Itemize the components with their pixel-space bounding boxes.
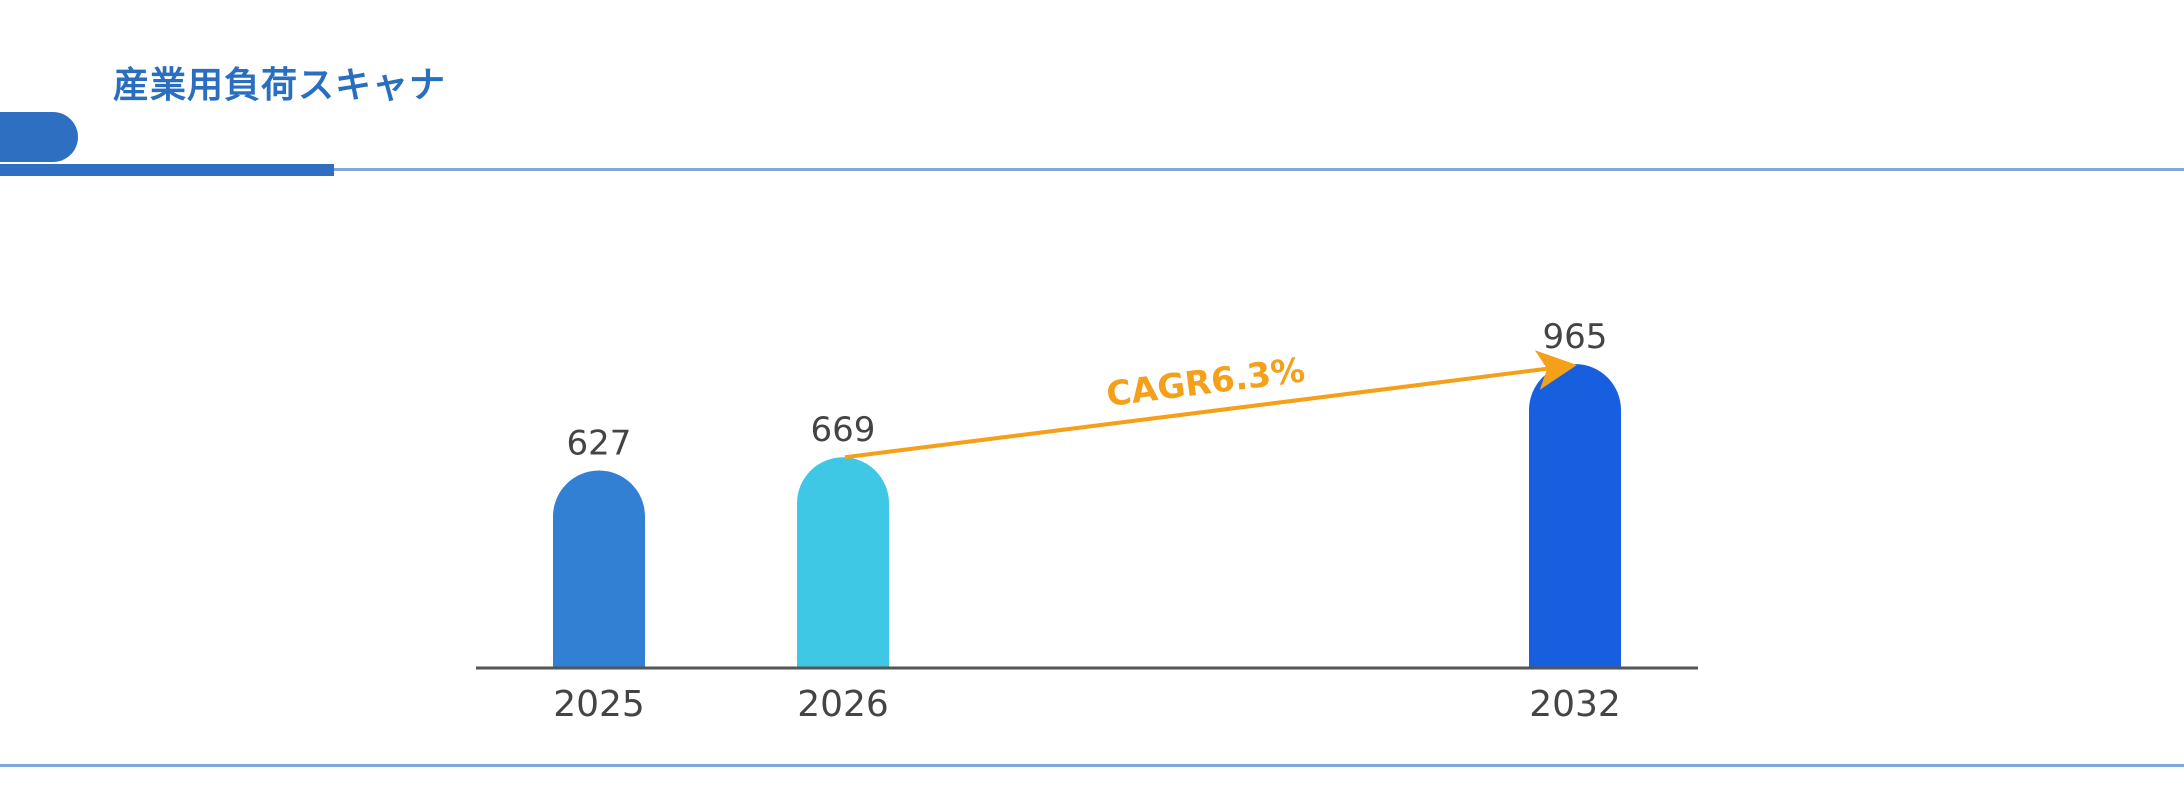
value-label-2032: 965 <box>1543 317 1608 357</box>
header-rule <box>334 168 2184 171</box>
bar-2025 <box>553 470 645 668</box>
category-label-2032: 2032 <box>1529 684 1621 725</box>
category-label-2025: 2025 <box>553 684 645 725</box>
page-title: 産業用負荷スキャナ <box>113 65 447 106</box>
footer-rule <box>0 764 2184 767</box>
category-label-2026: 2026 <box>797 684 889 725</box>
bar-2026 <box>797 457 890 668</box>
bar-2032 <box>1529 364 1621 668</box>
header-accent-bar <box>0 164 334 176</box>
value-label-2025: 627 <box>567 423 632 463</box>
cagr-arrow <box>844 350 1577 460</box>
header-tab-decoration <box>0 112 78 162</box>
cagr-annotation: CAGR6.3% <box>844 350 1577 460</box>
cagr-label: CAGR6.3% <box>1104 350 1307 415</box>
value-label-2026: 669 <box>811 410 876 450</box>
bars-layer <box>553 364 1621 668</box>
